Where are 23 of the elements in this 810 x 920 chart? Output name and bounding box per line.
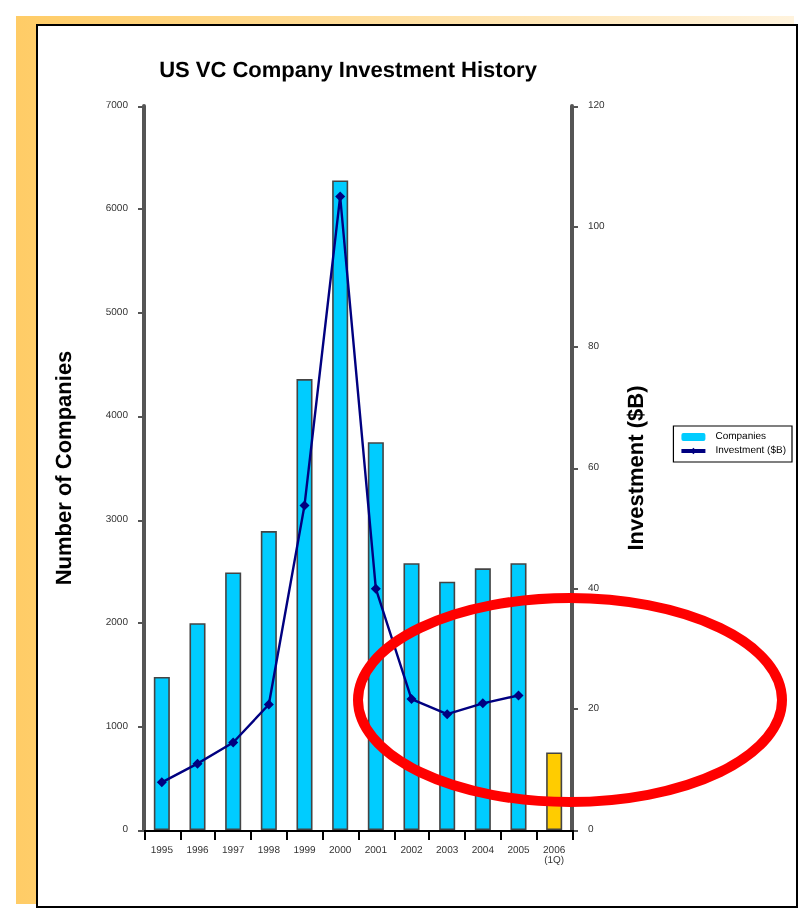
- point: [370, 583, 381, 594]
- point: [442, 709, 453, 720]
- chart-title: US VC Company Investment History: [159, 59, 539, 83]
- bar: [189, 623, 206, 830]
- bar: [153, 676, 170, 830]
- bar: [225, 572, 242, 830]
- bar: [332, 180, 349, 830]
- bar: [474, 568, 491, 830]
- bar: [296, 379, 313, 830]
- y-axis-title: Number of Companies: [53, 350, 77, 586]
- bar: [439, 581, 456, 830]
- point: [263, 699, 274, 710]
- point: [156, 777, 167, 788]
- point: [192, 758, 203, 769]
- point: [228, 737, 239, 748]
- bar: [510, 563, 527, 830]
- point: [477, 698, 488, 709]
- point: [406, 694, 417, 705]
- bar: [260, 531, 277, 830]
- point: [513, 690, 524, 701]
- y2-axis-title: Investment ($B): [625, 384, 650, 551]
- point: [299, 500, 310, 511]
- point: [335, 191, 346, 202]
